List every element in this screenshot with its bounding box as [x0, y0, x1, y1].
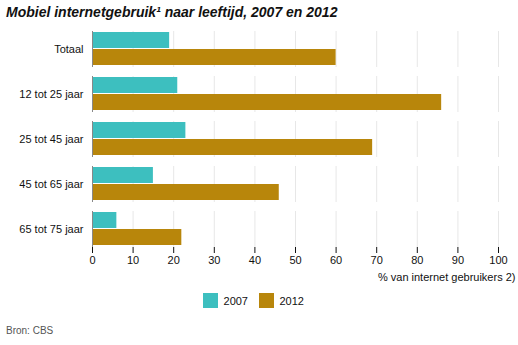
svg-text:30: 30	[208, 254, 220, 266]
html-text:Mobiel internetgebruik¹ naar l: Mobiel internetgebruik¹ naar leeftijd, 2…	[6, 4, 338, 20]
svg-text:100: 100	[489, 254, 507, 266]
svg-text:10: 10	[127, 254, 139, 266]
svg-text:90: 90	[452, 254, 464, 266]
svg-text:50: 50	[289, 254, 301, 266]
svg-text:65 tot 75 jaar: 65 tot 75 jaar	[19, 223, 84, 235]
svg-text:70: 70	[371, 254, 383, 266]
html-text:2007: 2007	[223, 294, 248, 307]
svg-text:80: 80	[411, 254, 423, 266]
svg-text:12 tot 25 jaar: 12 tot 25 jaar	[19, 88, 84, 100]
html-text:Bron: CBS: Bron: CBS	[6, 324, 54, 336]
html-text:2012: 2012	[279, 294, 304, 307]
svg-text:45 tot 65 jaar: 45 tot 65 jaar	[19, 178, 84, 190]
svg-text:0: 0	[89, 254, 95, 266]
svg-text:% van internet gebruikers 2): % van internet gebruikers 2)	[378, 271, 516, 283]
svg-text:40: 40	[249, 254, 261, 266]
svg-text:Totaal: Totaal	[54, 43, 83, 55]
svg-text:20: 20	[168, 254, 180, 266]
svg-text:60: 60	[330, 254, 342, 266]
svg-text:25 tot 45 jaar: 25 tot 45 jaar	[19, 133, 84, 145]
